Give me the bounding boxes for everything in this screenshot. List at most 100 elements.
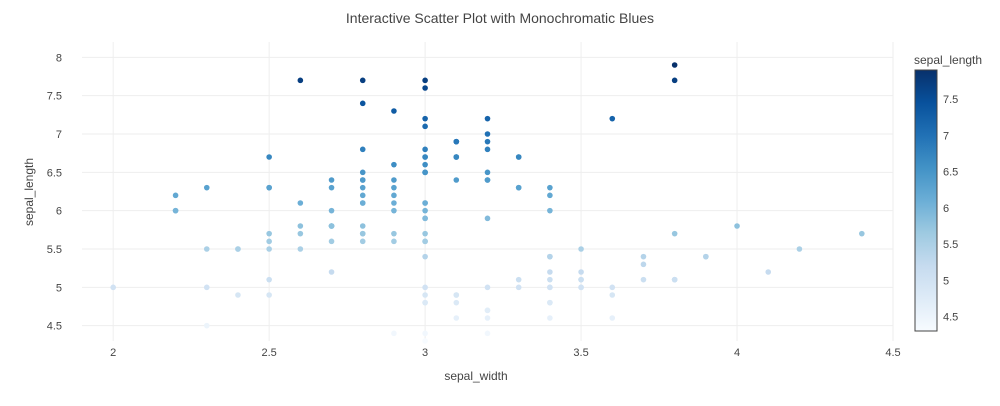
scatter-point[interactable] xyxy=(391,177,397,183)
scatter-point[interactable] xyxy=(391,238,397,245)
scatter-point[interactable] xyxy=(578,276,584,283)
scatter-point[interactable] xyxy=(859,230,865,237)
scatter-point[interactable] xyxy=(391,161,397,168)
scatter-point[interactable] xyxy=(328,238,335,245)
scatter-point[interactable] xyxy=(515,154,522,160)
scatter-point[interactable] xyxy=(453,177,460,183)
scatter-point[interactable] xyxy=(515,284,522,291)
scatter-point[interactable] xyxy=(547,315,553,321)
scatter-point[interactable] xyxy=(765,269,772,275)
scatter-point[interactable] xyxy=(266,276,272,283)
scatter-point[interactable] xyxy=(422,123,428,130)
scatter-point[interactable] xyxy=(484,284,491,291)
scatter-point[interactable] xyxy=(547,192,553,199)
scatter-point[interactable] xyxy=(422,284,428,291)
scatter-point[interactable] xyxy=(547,207,553,214)
scatter-point[interactable] xyxy=(484,146,491,153)
scatter-point[interactable] xyxy=(547,269,553,275)
scatter-point[interactable] xyxy=(172,192,179,199)
scatter-point[interactable] xyxy=(453,138,460,145)
scatter-point[interactable] xyxy=(422,161,428,168)
scatter-point[interactable] xyxy=(328,269,335,275)
scatter-point[interactable] xyxy=(422,238,428,245)
scatter-point[interactable] xyxy=(422,230,428,237)
scatter-point[interactable] xyxy=(484,138,491,145)
scatter-point[interactable] xyxy=(203,322,210,329)
scatter-point[interactable] xyxy=(328,207,335,214)
scatter-point[interactable] xyxy=(484,215,491,222)
scatter-point[interactable] xyxy=(391,192,397,199)
scatter-point[interactable] xyxy=(359,169,366,176)
scatter-point[interactable] xyxy=(547,299,553,306)
scatter-point[interactable] xyxy=(328,223,335,229)
scatter-point[interactable] xyxy=(359,238,366,245)
scatter-point[interactable] xyxy=(359,177,366,183)
scatter-point[interactable] xyxy=(422,299,428,306)
scatter-point[interactable] xyxy=(484,307,491,314)
scatter-point[interactable] xyxy=(391,184,397,191)
scatter-point[interactable] xyxy=(297,200,304,206)
scatter-point[interactable] xyxy=(547,253,553,260)
scatter-point[interactable] xyxy=(515,184,522,191)
scatter-point[interactable] xyxy=(391,207,397,214)
scatter-point[interactable] xyxy=(422,215,428,222)
scatter-point[interactable] xyxy=(359,230,366,237)
scatter-point[interactable] xyxy=(422,253,428,260)
scatter-point[interactable] xyxy=(422,169,428,176)
scatter-point[interactable] xyxy=(422,115,428,122)
scatter-point[interactable] xyxy=(297,223,304,229)
scatter-point[interactable] xyxy=(609,284,616,291)
scatter-point[interactable] xyxy=(359,223,366,229)
scatter-point[interactable] xyxy=(328,177,335,183)
scatter-point[interactable] xyxy=(484,169,491,176)
scatter-point[interactable] xyxy=(547,276,553,283)
scatter-point[interactable] xyxy=(547,284,553,291)
scatter-point[interactable] xyxy=(484,177,491,183)
scatter-point[interactable] xyxy=(235,292,241,298)
scatter-point[interactable] xyxy=(515,276,522,283)
scatter-point[interactable] xyxy=(203,246,210,252)
scatter-point[interactable] xyxy=(359,100,366,107)
scatter-point[interactable] xyxy=(640,276,647,283)
scatter-point[interactable] xyxy=(172,207,179,214)
scatter-point[interactable] xyxy=(609,315,616,321)
scatter-point[interactable] xyxy=(203,184,210,191)
scatter-point[interactable] xyxy=(422,338,428,344)
scatter-point[interactable] xyxy=(266,238,272,245)
scatter-point[interactable] xyxy=(266,230,272,237)
scatter-point[interactable] xyxy=(422,154,428,160)
scatter-point[interactable] xyxy=(671,62,678,68)
scatter-point[interactable] xyxy=(235,246,241,252)
scatter-point[interactable] xyxy=(796,246,803,252)
scatter-point[interactable] xyxy=(297,230,304,237)
scatter-point[interactable] xyxy=(359,77,366,84)
scatter-point[interactable] xyxy=(671,230,678,237)
scatter-point[interactable] xyxy=(484,131,491,137)
scatter-point[interactable] xyxy=(453,292,460,298)
scatter-point[interactable] xyxy=(359,192,366,199)
scatter-point[interactable] xyxy=(266,292,272,298)
scatter-point[interactable] xyxy=(671,276,678,283)
scatter-point[interactable] xyxy=(422,77,428,84)
scatter-point[interactable] xyxy=(453,315,460,321)
scatter-point[interactable] xyxy=(484,315,491,321)
scatter-point[interactable] xyxy=(266,246,272,252)
scatter-point[interactable] xyxy=(422,85,428,91)
scatter-point[interactable] xyxy=(734,223,740,229)
scatter-point[interactable] xyxy=(578,284,584,291)
scatter-point[interactable] xyxy=(297,77,304,84)
scatter-point[interactable] xyxy=(422,292,428,298)
scatter-point[interactable] xyxy=(578,246,584,252)
scatter-point[interactable] xyxy=(359,200,366,206)
scatter-point[interactable] xyxy=(203,284,210,291)
scatter-point[interactable] xyxy=(391,200,397,206)
scatter-point[interactable] xyxy=(640,261,647,268)
scatter-point[interactable] xyxy=(391,330,397,337)
scatter-point[interactable] xyxy=(422,200,428,206)
scatter-point[interactable] xyxy=(484,330,491,337)
scatter-point[interactable] xyxy=(422,330,428,337)
scatter-point[interactable] xyxy=(391,230,397,237)
scatter-point[interactable] xyxy=(703,253,709,260)
scatter-point[interactable] xyxy=(359,146,366,153)
scatter-point[interactable] xyxy=(422,207,428,214)
